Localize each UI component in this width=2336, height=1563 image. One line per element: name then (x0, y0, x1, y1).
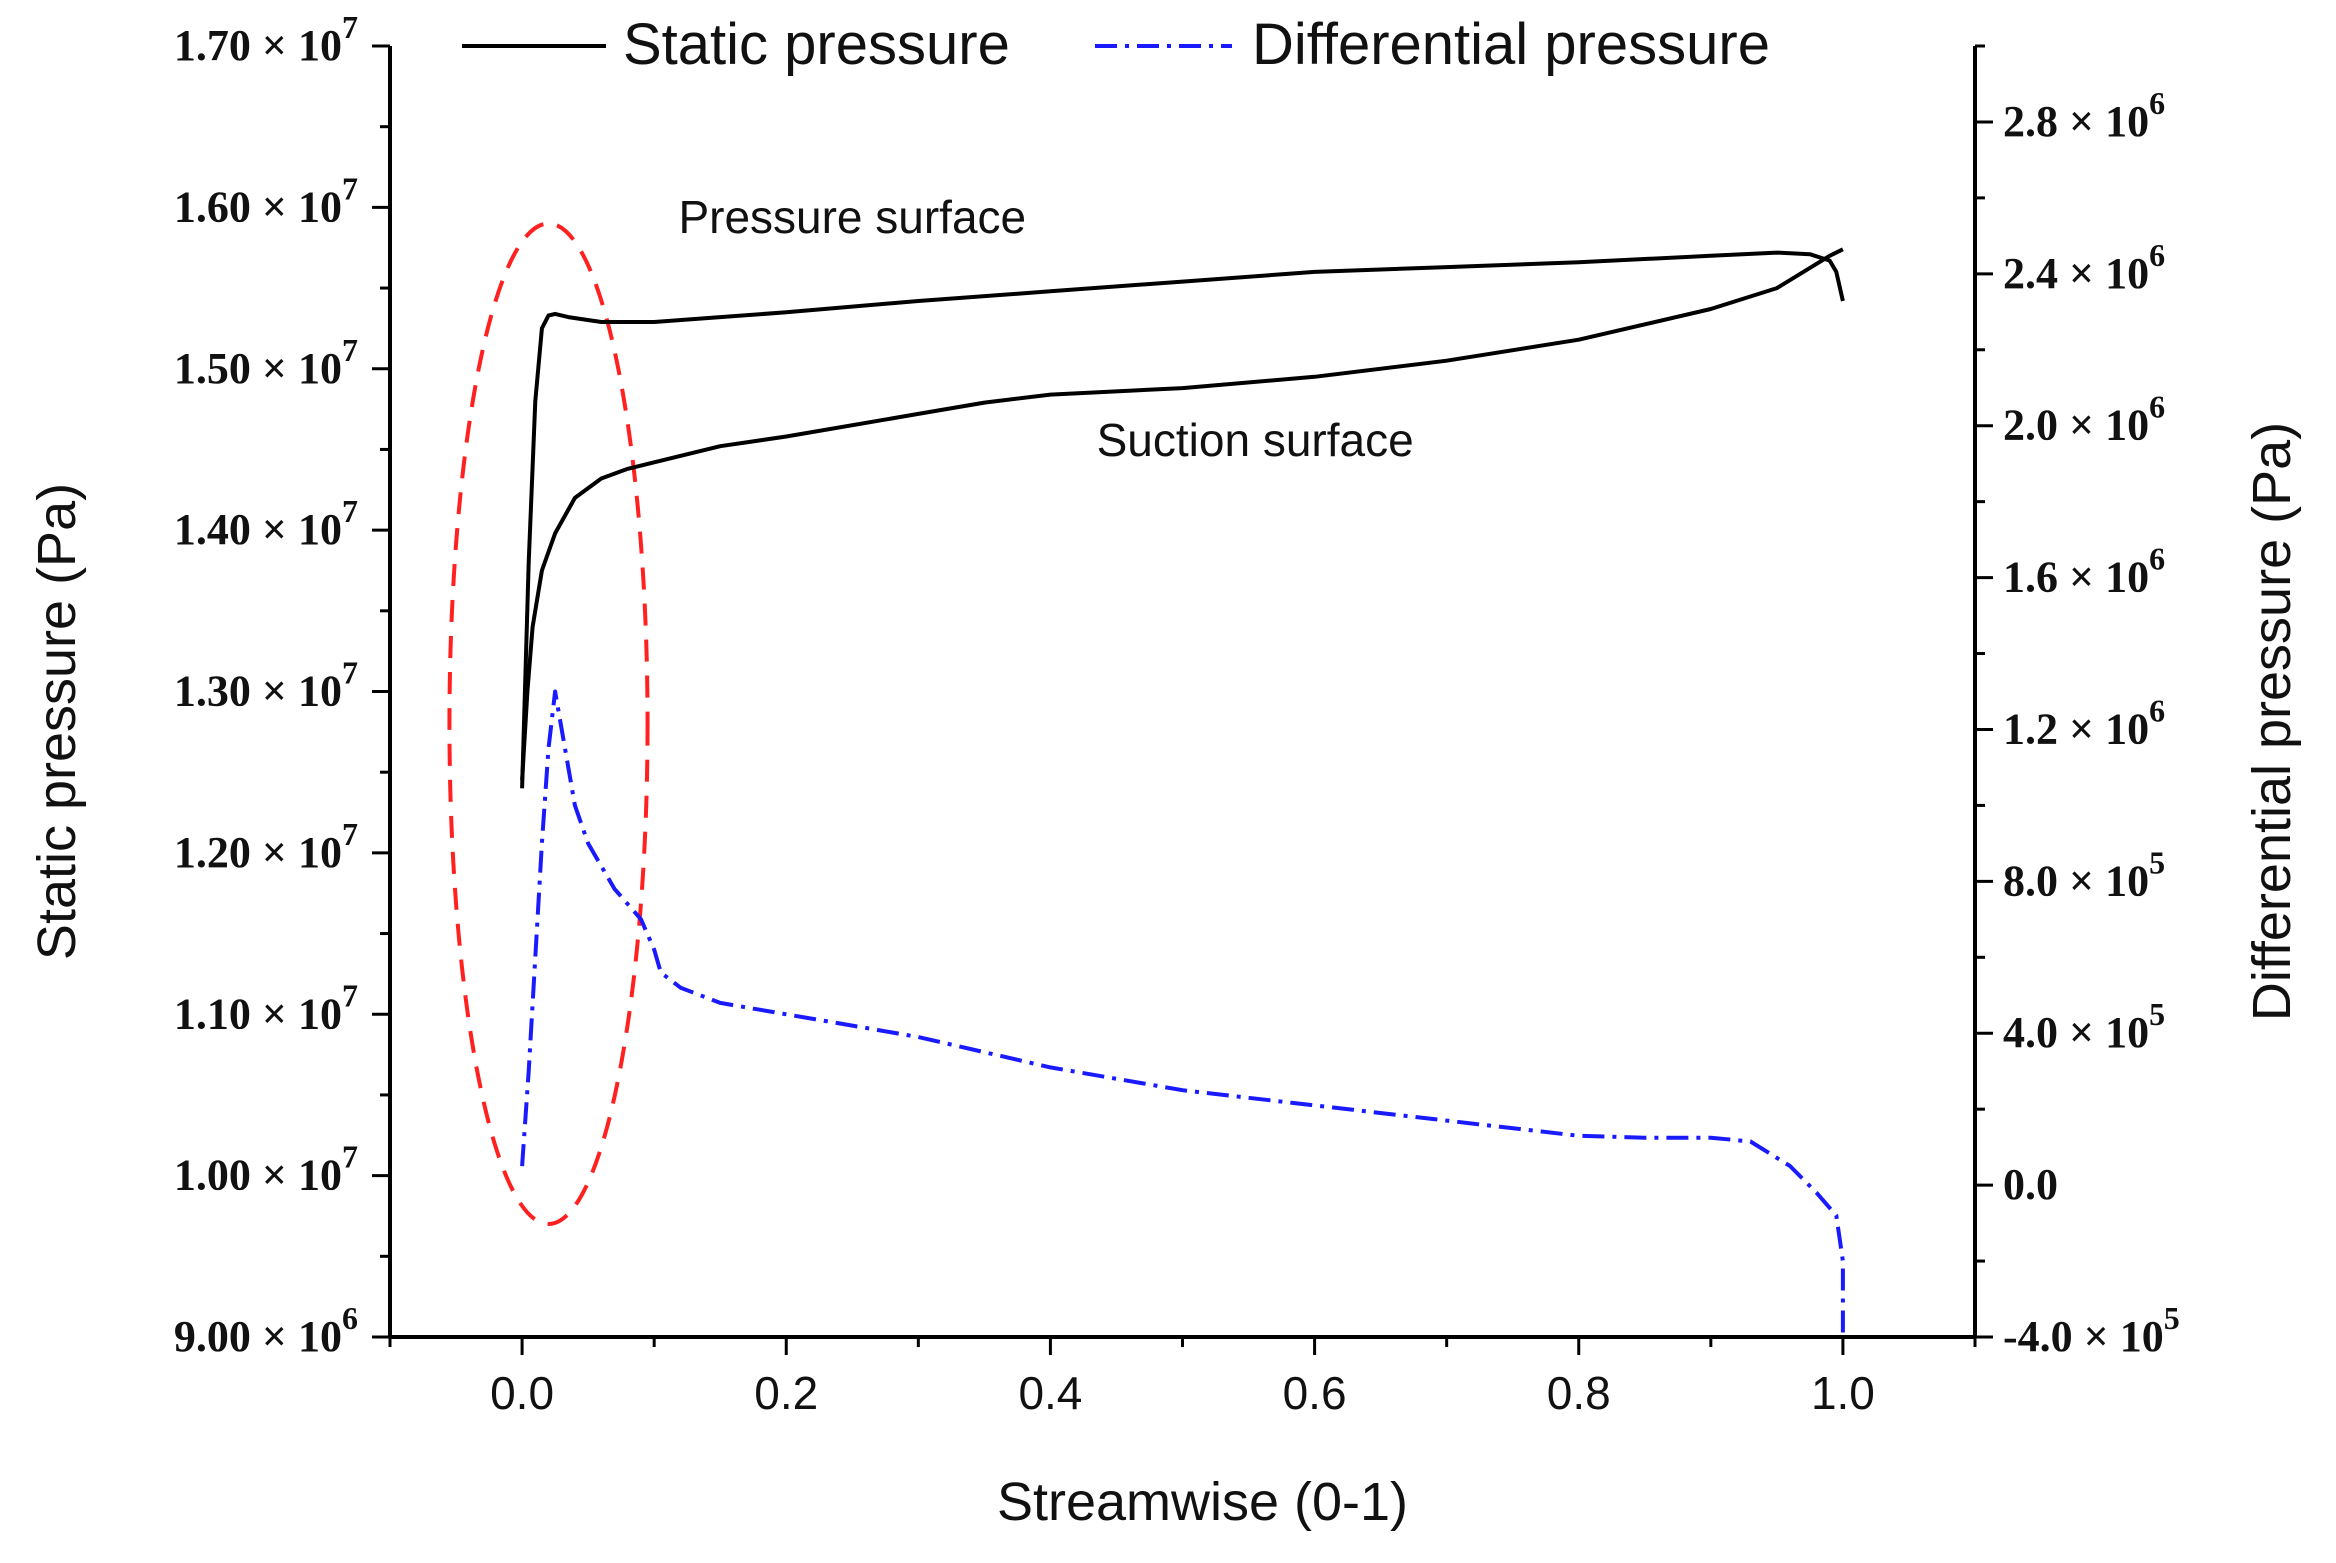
y-right-tick-label: 2.4 × 106 (2003, 237, 2165, 298)
legend-label-static: Static pressure (623, 12, 1010, 77)
legend-label-differential: Differential pressure (1252, 12, 1770, 77)
y-left-tick-label: 1.60 × 107 (174, 170, 358, 231)
highlight-layer (447, 221, 650, 1227)
y-right-axis-title: Differential pressure (Pa) (2242, 422, 2302, 1021)
x-tick-label: 0.2 (754, 1367, 818, 1419)
highlight-ellipse (447, 221, 650, 1227)
axes: 0.0 0.2 0.4 0.6 0.8 1.0 1.70 × 107 1.60 × 107 1.… (174, 9, 2180, 1419)
y-left-tick-label: 1.30 × 107 (174, 655, 358, 716)
series-line-2 (520, 689, 1845, 1337)
series-layer (520, 247, 1845, 1337)
x-tick-label: 0.8 (1547, 1367, 1611, 1419)
y-left-tick-label: 1.40 × 107 (174, 493, 358, 554)
y-right-tick-label: 2.8 × 106 (2003, 85, 2165, 146)
y-right-tick-label: -4.0 × 105 (2003, 1300, 2180, 1361)
y-right-tick-label: 1.2 × 106 (2003, 692, 2165, 753)
y-right-tick-label: 0.0 (2003, 1160, 2058, 1209)
y-left-axis-title: Static pressure (Pa) (27, 483, 87, 960)
x-tick-label: 0.0 (490, 1367, 554, 1419)
labels-layer: Streamwise (0-1) Static pressure (Pa) Diff… (27, 191, 2302, 1532)
x-tick-label: 0.4 (1018, 1367, 1082, 1419)
x-tick-label: 1.0 (1811, 1367, 1875, 1419)
y-left-tick-label: 1.00 × 107 (174, 1139, 358, 1200)
y-left-tick-label: 1.20 × 107 (174, 816, 358, 877)
y-right-tick-label: 8.0 × 105 (2003, 844, 2165, 905)
x-tick-label: 0.6 (1283, 1367, 1347, 1419)
series-line-1 (520, 247, 1844, 781)
series-line-0 (520, 250, 1845, 789)
x-axis-title: Streamwise (0-1) (997, 1472, 1408, 1532)
annotation-label: Suction surface (1097, 414, 1414, 466)
y-left-tick-label: 1.70 × 107 (174, 9, 358, 70)
y-left-tick-label: 1.10 × 107 (174, 977, 358, 1038)
legend: Static pressure Differential pressure (462, 12, 1770, 77)
y-left-tick-label: 1.50 × 107 (174, 332, 358, 393)
y-right-tick-label: 2.0 × 106 (2003, 389, 2165, 450)
y-right-tick-label: 4.0 × 105 (2003, 996, 2165, 1057)
y-left-tick-label: 9.00 × 106 (174, 1300, 358, 1361)
annotation-label: Pressure surface (678, 191, 1026, 243)
y-right-tick-label: 1.6 × 106 (2003, 541, 2165, 602)
